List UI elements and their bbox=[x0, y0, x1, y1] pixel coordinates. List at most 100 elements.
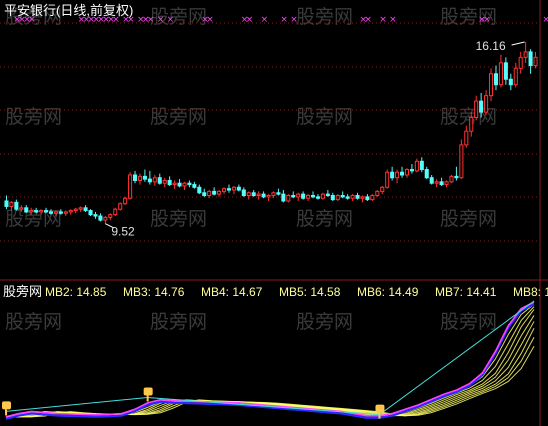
candle-body bbox=[523, 51, 528, 58]
top-marker: × bbox=[107, 15, 115, 25]
mb-label: MB8: 14.33 bbox=[513, 285, 548, 299]
candle-body bbox=[325, 193, 330, 197]
top-marker: × bbox=[379, 15, 387, 25]
candle-body bbox=[424, 169, 429, 179]
candle-body bbox=[162, 179, 167, 184]
candle-body bbox=[355, 195, 360, 199]
candle-body bbox=[409, 169, 414, 172]
top-marker: × bbox=[92, 15, 100, 25]
candle-body bbox=[503, 62, 508, 80]
candle-body bbox=[340, 195, 345, 198]
mb-label: MB3: 14.76 bbox=[123, 285, 185, 299]
candle-body bbox=[152, 177, 157, 183]
watermark-text: 股旁网 bbox=[440, 106, 497, 128]
candle-body bbox=[454, 175, 459, 179]
top-marker: × bbox=[137, 15, 145, 25]
top-marker: × bbox=[478, 15, 486, 25]
candle-body bbox=[310, 195, 316, 198]
top-marker: × bbox=[483, 15, 491, 25]
candle-body bbox=[236, 186, 241, 191]
candle-body bbox=[231, 186, 236, 191]
candle-body bbox=[320, 193, 325, 199]
candle-body bbox=[177, 182, 182, 187]
top-marker: × bbox=[359, 15, 367, 25]
candle-body bbox=[276, 192, 281, 195]
candle-body bbox=[24, 207, 29, 213]
watermark-text: 股旁网 bbox=[296, 208, 353, 230]
candle-body bbox=[108, 214, 113, 218]
candle-body bbox=[187, 182, 192, 186]
top-marker: × bbox=[18, 15, 26, 25]
candle-body bbox=[29, 210, 34, 213]
mb-label: MB6: 14.49 bbox=[357, 285, 419, 299]
candle-body bbox=[306, 195, 311, 199]
candle-body bbox=[330, 195, 335, 201]
candle-body bbox=[315, 196, 321, 199]
candle-body bbox=[474, 100, 479, 119]
indicator-lines bbox=[5, 300, 535, 420]
candle-body bbox=[241, 189, 246, 197]
candle-body bbox=[488, 73, 494, 97]
watermark-text: 股旁网 bbox=[440, 311, 497, 333]
top-marker: × bbox=[78, 15, 86, 25]
candle-body bbox=[513, 67, 518, 86]
candle-body bbox=[286, 195, 291, 202]
candle-body bbox=[83, 207, 88, 212]
top-marker: × bbox=[206, 15, 214, 25]
candle-body bbox=[103, 216, 108, 221]
top-marker: × bbox=[23, 15, 31, 25]
candle-body bbox=[370, 195, 375, 201]
candle-body bbox=[479, 100, 484, 113]
trend-line bbox=[147, 397, 380, 416]
candle-body bbox=[157, 177, 162, 184]
top-marker: × bbox=[246, 15, 254, 25]
top-marker: × bbox=[88, 15, 96, 25]
candle-body bbox=[301, 193, 306, 199]
candle-body bbox=[88, 210, 93, 216]
candle-body bbox=[132, 174, 138, 181]
candle-body bbox=[404, 169, 410, 176]
candle-body bbox=[182, 182, 187, 187]
candle-body bbox=[261, 193, 266, 198]
top-marker: × bbox=[142, 15, 150, 25]
candle-body bbox=[251, 192, 256, 197]
candle-body bbox=[78, 207, 83, 210]
mb1-line bbox=[5, 301, 535, 418]
indicator-header: 股旁网 MB2: 14.85 MB3: 14.76 MB4: 14.67 MB5: 1… bbox=[3, 284, 548, 299]
low-price-label: 9.52 bbox=[111, 225, 135, 239]
candle-body bbox=[439, 181, 444, 186]
watermark-text: 股旁网 bbox=[440, 6, 497, 28]
candle-body bbox=[128, 174, 133, 199]
watermark-text: 股旁网 bbox=[440, 208, 497, 230]
indicator-name: 股旁网 bbox=[3, 284, 42, 299]
mb-label: MB4: 14.67 bbox=[201, 285, 263, 299]
candle-body bbox=[14, 201, 19, 210]
top-marker: × bbox=[147, 15, 155, 25]
indicator-flags bbox=[2, 387, 385, 419]
candle-body bbox=[385, 171, 390, 188]
candle-body bbox=[39, 210, 44, 213]
top-marker: × bbox=[241, 15, 249, 25]
top-marker: × bbox=[280, 15, 288, 25]
mb2-line bbox=[5, 303, 535, 420]
candle-body bbox=[335, 195, 340, 201]
candle-body bbox=[202, 192, 207, 197]
candle-body bbox=[469, 117, 474, 132]
trend-line bbox=[5, 397, 148, 412]
candle-body bbox=[217, 190, 222, 195]
candle-body bbox=[484, 95, 489, 113]
candle-body bbox=[493, 73, 499, 86]
candle-body bbox=[395, 171, 400, 179]
candle-body bbox=[271, 192, 276, 197]
candle-body bbox=[360, 196, 365, 199]
candle-body bbox=[291, 195, 296, 198]
watermark-text: 股旁网 bbox=[5, 106, 62, 128]
candle-body bbox=[167, 179, 172, 186]
candle-body bbox=[226, 188, 232, 191]
candle-body bbox=[434, 181, 439, 184]
candle-body bbox=[34, 210, 39, 213]
watermark-text: 股旁网 bbox=[296, 6, 353, 28]
chart-title: 平安银行(日线,前复权) bbox=[4, 3, 133, 18]
candle-body bbox=[53, 211, 58, 214]
candle-body bbox=[533, 56, 538, 67]
